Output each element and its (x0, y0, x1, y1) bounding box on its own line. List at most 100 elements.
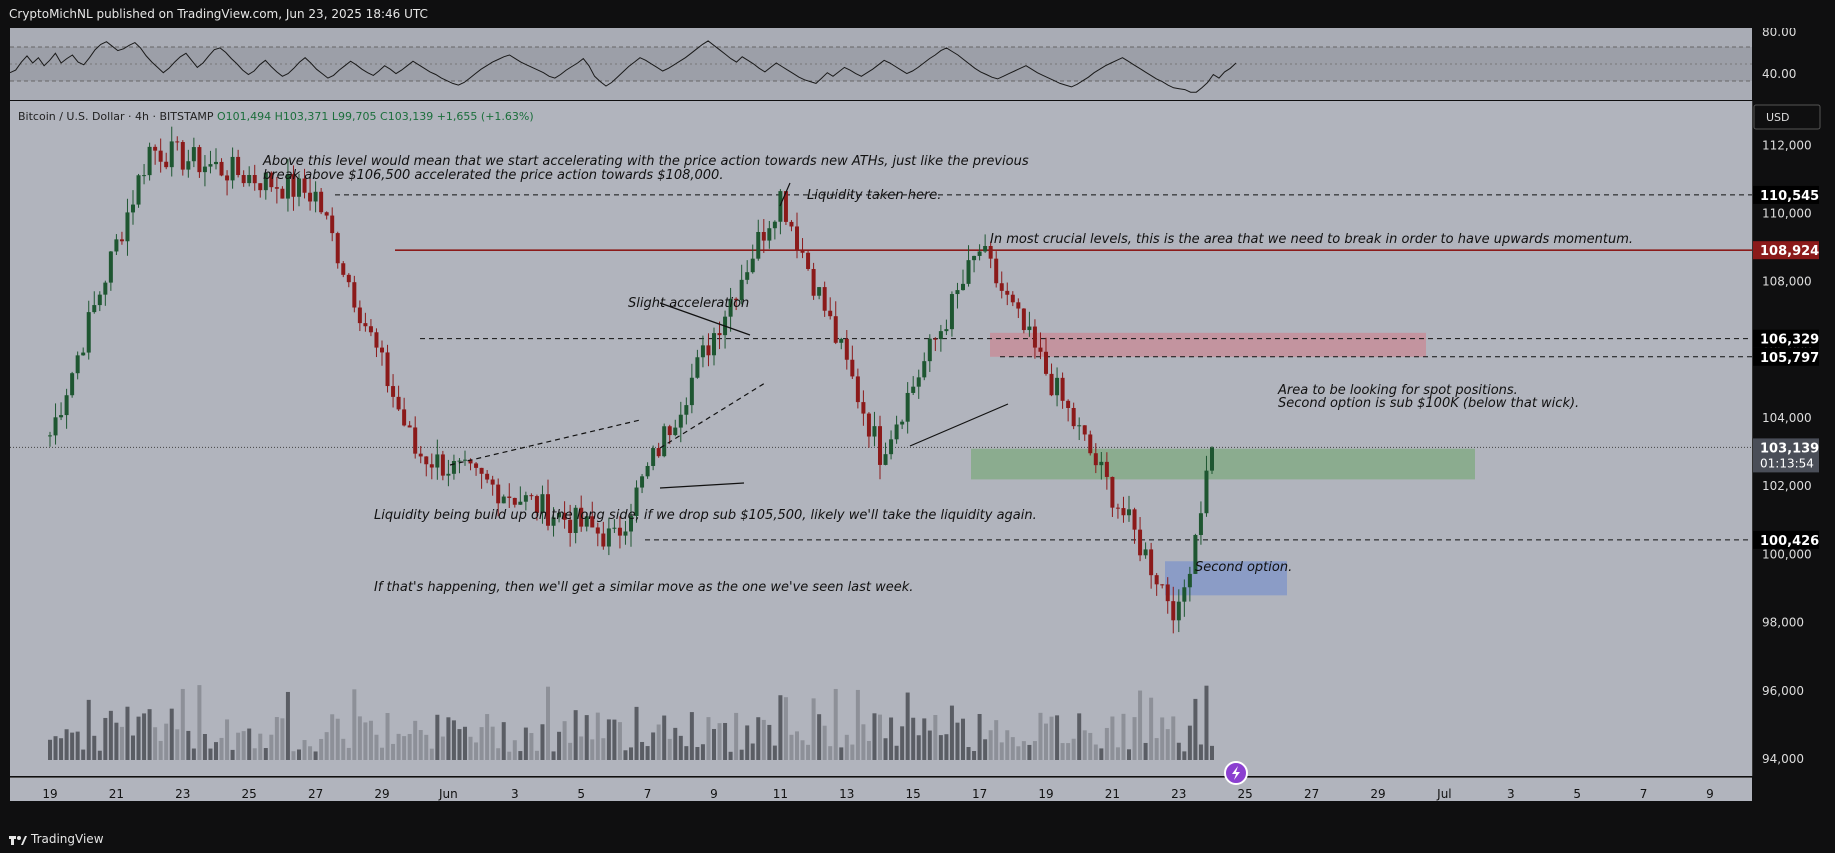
candle-body (1160, 584, 1165, 586)
candle-body (728, 298, 733, 317)
volume-bar (507, 751, 512, 760)
candle-body (1176, 601, 1181, 621)
volume-bar (92, 735, 97, 760)
candle-body (1138, 529, 1143, 556)
candle-body (584, 516, 589, 527)
time-tick-label: 25 (242, 787, 257, 801)
price-label: 105,797 (1760, 351, 1819, 366)
volume-bar (496, 748, 501, 760)
candle-body (330, 215, 335, 234)
candle-body (440, 454, 445, 476)
candle-body (363, 323, 368, 327)
time-tick-label: 27 (308, 787, 323, 801)
volume-bar (136, 716, 141, 760)
candle-body (1077, 425, 1082, 427)
price-label-box (1753, 185, 1819, 204)
candle-body (92, 305, 97, 313)
volume-bar (955, 722, 960, 760)
volume-bar (402, 736, 407, 760)
time-tick-label: 7 (1640, 787, 1648, 801)
candle-body (496, 484, 501, 504)
volume-bar (1149, 697, 1154, 760)
volume-bar (435, 714, 440, 760)
volume-bar (1082, 730, 1087, 760)
candle-body (1055, 377, 1060, 396)
candle-body (761, 232, 766, 241)
volume-bar (706, 717, 711, 760)
volume-bar (125, 706, 130, 760)
candle-body (357, 307, 362, 324)
candle-body (889, 439, 894, 455)
candle-body (894, 424, 899, 440)
candle-body (634, 487, 639, 516)
chart-canvas[interactable]: 80.00 40.00 Above this level would mean … (0, 28, 1835, 828)
candle-body (1121, 508, 1126, 516)
low-value: L99,705 (331, 110, 377, 123)
volume-bar (308, 746, 313, 760)
volume-bar (944, 734, 949, 760)
volume-bar (1121, 713, 1126, 760)
volume-bar (440, 736, 445, 760)
volume-bar (601, 738, 606, 760)
tradingview-logo-icon (9, 835, 27, 845)
volume-bar (850, 744, 855, 760)
volume-bar (1182, 751, 1187, 760)
volume-bar (1032, 741, 1037, 760)
volume-bar (529, 733, 534, 760)
volume-bar (291, 751, 296, 760)
candle-body (944, 329, 949, 332)
currency-selector[interactable] (1753, 104, 1821, 130)
candle-body (534, 496, 539, 513)
volume-bar (202, 734, 207, 760)
candle-body (1071, 407, 1076, 427)
candle-body (900, 421, 905, 425)
volume-bar (357, 716, 362, 760)
candle-body (302, 178, 307, 193)
volume-bar (1210, 745, 1214, 760)
candle-body (557, 512, 562, 518)
price-label-box (1753, 241, 1819, 260)
chart-annotation: In most crucial levels, this is the area… (990, 232, 1633, 247)
volume-bar (606, 719, 611, 760)
rsi-tick-label: 40.00 (1762, 67, 1796, 81)
candle-body (1016, 302, 1021, 309)
tradingview-logo[interactable]: TradingView (9, 826, 104, 853)
price-label-box (1753, 438, 1819, 473)
volume-bar (866, 740, 871, 760)
candle-body (745, 272, 750, 280)
candle-body (319, 191, 324, 213)
candle-body (197, 147, 202, 173)
candle-body (507, 496, 512, 498)
candle-body (446, 473, 451, 476)
candle-body (1027, 326, 1032, 331)
volume-bar (70, 732, 75, 760)
candle-body (717, 333, 722, 336)
volume-bar (512, 740, 517, 760)
candle-body (590, 516, 595, 528)
candle-body (512, 497, 517, 505)
candle-body (147, 146, 152, 176)
volume-bar (269, 734, 274, 760)
volume-bar (1071, 738, 1076, 760)
candle-body (86, 312, 91, 353)
volume-bar (285, 691, 290, 760)
high-value: H103,371 (274, 110, 329, 123)
candle-body (1099, 461, 1104, 466)
volume-bar (1038, 712, 1043, 760)
lightning-icon[interactable] (1224, 761, 1248, 785)
volume-bar (313, 751, 318, 760)
candle-body (695, 357, 700, 378)
candle-body (297, 178, 301, 197)
candle-body (651, 448, 656, 466)
volume-bar (623, 750, 628, 760)
candle-body (568, 519, 573, 533)
volume-bar (468, 736, 473, 760)
price-label: 103,139 (1760, 441, 1819, 456)
volume-bar (1193, 698, 1198, 760)
volume-bar (612, 719, 617, 760)
candle-body (844, 338, 849, 360)
volume-bar (485, 714, 490, 760)
volume-bar (988, 730, 993, 760)
candle-body (1187, 573, 1192, 588)
candle-body (1165, 584, 1170, 602)
